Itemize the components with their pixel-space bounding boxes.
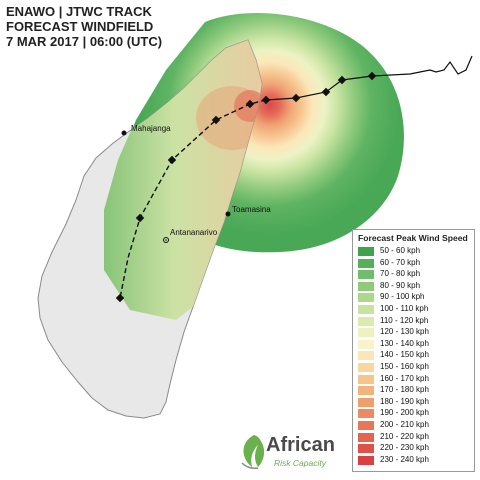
legend-swatch [358,444,374,454]
africa-leaf-icon [241,435,265,469]
legend-swatch [358,351,374,361]
legend-swatch [358,339,374,349]
logo-subtitle: Risk Capacity [274,458,326,468]
legend-label: 180 - 190 kph [380,396,429,406]
city-toamasina: Toamasina [225,205,271,217]
legend-label: 60 - 70 kph [380,257,421,267]
legend-label: 210 - 220 kph [380,431,429,441]
legend-swatch [358,409,374,419]
legend-label: 190 - 200 kph [380,408,429,418]
city-label-mahajanga: Mahajanga [131,124,171,133]
track-point [367,71,377,81]
legend-swatch [358,386,374,396]
track-points [115,71,377,303]
city-mahajanga: Mahajanga [121,124,171,136]
legend-swatch [358,397,374,407]
legend-label: 110 - 120 kph [380,315,429,325]
legend-title: Forecast Peak Wind Speed [358,233,468,243]
legend-label: 150 - 160 kph [380,362,429,371]
legend-label: 170 - 180 kph [380,385,429,395]
legend-swatch [358,247,374,256]
legend-swatch [358,363,374,372]
track-point [135,213,145,223]
city-antananarivo: Antananarivo [163,228,218,243]
track-point [321,87,331,97]
title-line-1: ENAWO | JTWC TRACK [6,4,152,19]
legend-swatch [358,316,374,326]
city-label-toamasina: Toamasina [232,205,271,214]
logo-name: African [266,434,335,456]
track-point [291,93,301,103]
storm-track-observed [265,55,473,101]
legend-label: 70 - 80 kph [380,269,421,279]
legend-label: 140 - 150 kph [380,350,429,360]
legend-swatch [358,432,374,442]
legend-swatch [358,258,374,268]
track-point [115,293,125,303]
legend-swatch [358,293,374,303]
title-line-3: 7 MAR 2017 | 06:00 (UTC) [6,34,163,49]
legend-label: 230 - 240 kph [380,454,429,464]
track-point [167,155,177,165]
track-point [337,75,347,85]
title-line-2: FORECAST WINDFIELD [6,19,154,34]
african-risk-capacity-logo: African Risk Capacity [238,433,350,475]
legend-label: 220 - 230 kph [380,443,429,453]
legend-swatch [358,455,374,465]
track-point [211,115,221,125]
legend-label: 100 - 110 kph [380,304,429,313]
legend-swatch [358,421,374,430]
legend-label: 130 - 140 kph [380,338,429,348]
legend-swatch [358,281,374,291]
legend-label: 160 - 170 kph [380,373,429,383]
map-title: ENAWO | JTWC TRACK FORECAST WINDFIELD 7 … [6,4,162,49]
wind-speed-legend: Forecast Peak Wind Speed 50 - 60 kph 60 -… [352,229,475,472]
legend-label: 50 - 60 kph [380,246,421,255]
legend-label: 120 - 130 kph [380,327,429,337]
legend-label: 200 - 210 kph [380,420,429,429]
legend-label: 90 - 100 kph [380,292,425,302]
legend-swatch [358,270,374,280]
legend-label: 80 - 90 kph [380,280,421,290]
track-point [245,99,255,109]
city-label-antananarivo: Antananarivo [170,228,218,237]
legend-swatch [358,328,374,338]
track-point [261,95,271,105]
legend-swatch [358,305,374,314]
legend-swatch [358,374,374,384]
